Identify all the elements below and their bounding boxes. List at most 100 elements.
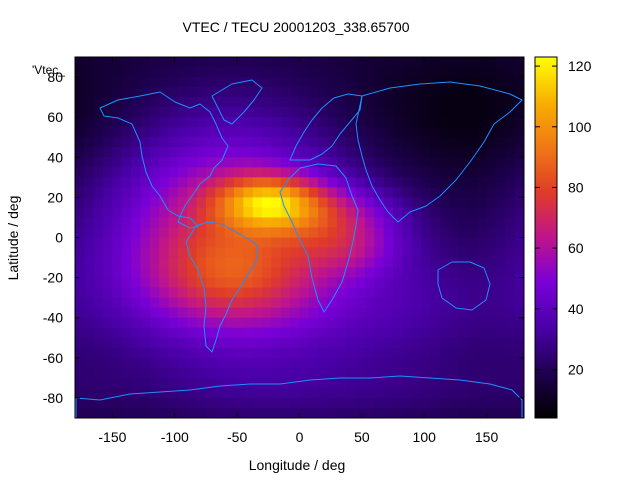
heatmap-cell — [177, 217, 188, 229]
heatmap-cell — [262, 397, 273, 409]
heatmap-cell — [355, 267, 366, 279]
heatmap-cell — [449, 317, 460, 329]
heatmap-cell — [449, 137, 460, 148]
heatmap-cell — [299, 227, 310, 239]
heatmap-cell — [374, 67, 385, 78]
heatmap-cell — [449, 177, 460, 188]
heatmap-cell — [327, 367, 338, 379]
heatmap-cell — [374, 367, 385, 379]
heatmap-cell — [84, 337, 95, 349]
heatmap-cell — [355, 217, 366, 229]
heatmap-cell — [355, 317, 366, 329]
heatmap-cell — [421, 217, 432, 229]
heatmap-cell — [336, 287, 347, 299]
heatmap-cell — [252, 217, 263, 229]
heatmap-cell — [252, 307, 263, 319]
heatmap-cell — [168, 357, 179, 369]
heatmap-cell — [411, 97, 422, 108]
heatmap-cell — [271, 117, 282, 128]
heatmap-cell — [103, 137, 114, 148]
heatmap-cell — [140, 67, 151, 78]
heatmap-cell — [84, 327, 95, 339]
heatmap-cell — [374, 327, 385, 339]
heatmap-cell — [308, 157, 319, 168]
heatmap-cell — [411, 217, 422, 229]
heatmap-cell — [187, 87, 198, 98]
heatmap-cell — [505, 407, 516, 418]
heatmap-cell — [234, 327, 244, 339]
heatmap-cell — [402, 407, 413, 418]
heatmap-cell — [103, 307, 114, 319]
heatmap-cell — [290, 137, 301, 148]
heatmap-cell — [84, 377, 95, 389]
heatmap-cell — [336, 357, 347, 369]
heatmap-cell — [505, 387, 516, 399]
heatmap-cell — [458, 187, 469, 198]
heatmap-cell — [505, 397, 516, 409]
heatmap-cell — [168, 337, 179, 349]
heatmap-cell — [205, 327, 216, 339]
heatmap-cell — [299, 217, 310, 229]
heatmap-cell — [393, 187, 403, 198]
heatmap-cell — [196, 387, 207, 399]
heatmap-cell — [149, 317, 160, 329]
heatmap-cell — [121, 397, 132, 409]
heatmap-cell — [393, 157, 403, 168]
heatmap-cell — [402, 167, 413, 178]
heatmap-cell — [290, 227, 301, 239]
heatmap-cell — [421, 407, 432, 418]
heatmap-cell — [159, 77, 170, 88]
heatmap-cell — [205, 137, 216, 148]
heatmap-cell — [402, 127, 413, 138]
heatmap-cell — [168, 277, 179, 289]
heatmap-cell — [364, 57, 375, 68]
heatmap-cell — [467, 147, 478, 158]
heatmap-cell — [177, 377, 188, 389]
heatmap-cell — [402, 147, 413, 158]
y-tick-label: 20 — [47, 189, 63, 205]
heatmap-cell — [421, 327, 432, 339]
heatmap-cell — [449, 267, 460, 279]
heatmap-cell — [299, 397, 310, 409]
heatmap-cell — [112, 367, 123, 379]
heatmap-cell — [215, 377, 226, 389]
heatmap-cell — [411, 207, 422, 219]
heatmap-cell — [486, 337, 497, 349]
heatmap-cell — [449, 247, 460, 259]
heatmap-cell — [271, 57, 282, 68]
heatmap-cell — [402, 217, 413, 229]
heatmap-cell — [486, 187, 497, 198]
heatmap-cell — [252, 157, 263, 168]
y-tick-label: -20 — [43, 270, 63, 286]
heatmap-cell — [243, 147, 254, 158]
heatmap-cell — [355, 377, 366, 389]
heatmap-cell — [262, 227, 273, 239]
heatmap-cell — [514, 77, 524, 88]
heatmap-cell — [514, 87, 524, 98]
heatmap-cell — [495, 347, 506, 359]
heatmap-cell — [112, 257, 123, 269]
y-tick-label: 40 — [47, 149, 63, 165]
heatmap-cell — [308, 147, 319, 158]
heatmap-cell — [84, 177, 95, 188]
heatmap-cell — [308, 237, 319, 249]
heatmap-cell — [308, 197, 319, 209]
heatmap-cell — [402, 237, 413, 249]
heatmap-cell — [495, 127, 506, 138]
heatmap-cell — [402, 317, 413, 329]
heatmap-cell — [280, 197, 291, 209]
heatmap-cell — [84, 247, 95, 259]
heatmap-cell — [402, 277, 413, 289]
heatmap-cell — [252, 267, 263, 279]
heatmap-cell — [505, 267, 516, 279]
heatmap-cell — [205, 57, 216, 68]
heatmap-cell — [103, 277, 114, 289]
heatmap-cell — [243, 297, 254, 309]
heatmap-cell — [187, 317, 198, 329]
heatmap-cell — [84, 147, 95, 158]
heatmap-cell — [159, 117, 170, 128]
heatmap-cell — [477, 97, 488, 108]
heatmap-cell — [318, 397, 329, 409]
heatmap-cell — [439, 237, 450, 249]
heatmap-cell — [252, 57, 263, 68]
